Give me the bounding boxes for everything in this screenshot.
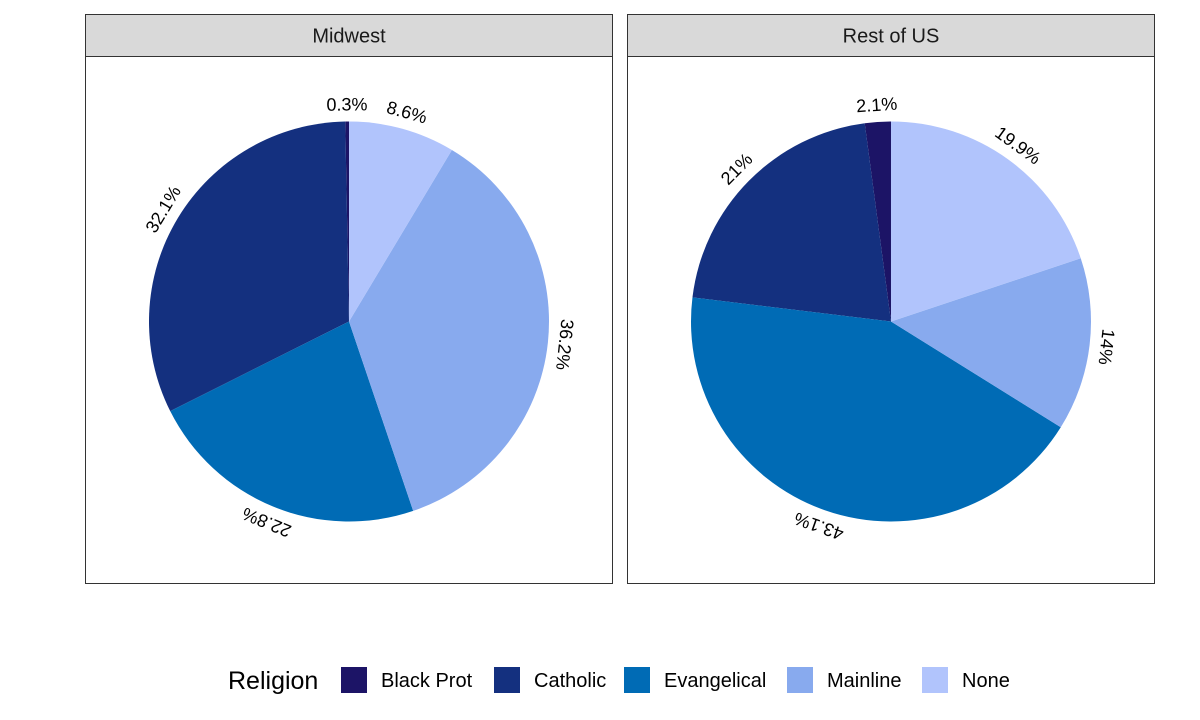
strip-rest-of-us [627, 14, 1155, 57]
legend-key-black-prot [341, 667, 367, 693]
panel-rest-of-us: Rest of US2.1%21%43.1%14%19.9% [627, 14, 1155, 584]
legend-key-none [922, 667, 948, 693]
legend-item-mainline: Mainline [787, 667, 901, 693]
slice-rest-of-us-evangelical [691, 297, 1061, 522]
legend-label-catholic: Catholic [534, 670, 606, 692]
slice-rest-of-us-black-prot [864, 121, 891, 322]
strip-label-midwest: Midwest [312, 26, 386, 48]
slice-label-rest-of-us-mainline: 14% [1094, 328, 1118, 366]
slice-rest-of-us-catholic [692, 123, 891, 322]
slice-rest-of-us-mainline [891, 258, 1091, 428]
legend-label-evangelical: Evangelical [664, 670, 766, 692]
legend-title: Religion [228, 667, 318, 695]
strip-midwest [85, 14, 613, 57]
legend-key-catholic [494, 667, 520, 693]
legend-item-black-prot: Black Prot [341, 667, 473, 693]
slice-midwest-black-prot [345, 121, 349, 322]
strip-label-rest-of-us: Rest of US [843, 26, 940, 48]
legend-key-evangelical [624, 667, 650, 693]
slice-label-midwest-black-prot: 0.3% [326, 94, 367, 114]
legend: Religion Black Prot Catholic Evangelical Mai… [228, 667, 1010, 695]
legend-item-catholic: Catholic [494, 667, 606, 693]
slice-midwest-mainline [349, 149, 550, 511]
legend-label-black-prot: Black Prot [381, 670, 473, 692]
slice-label-rest-of-us-black-prot: 2.1% [856, 94, 898, 117]
legend-label-mainline: Mainline [827, 670, 901, 692]
slice-midwest-evangelical [170, 321, 414, 522]
slice-midwest-catholic [148, 121, 349, 412]
slice-rest-of-us-none [891, 121, 1081, 322]
legend-item-none: None [922, 667, 1010, 693]
legend-item-evangelical: Evangelical [624, 667, 766, 693]
legend-label-none: None [962, 670, 1010, 692]
legend-key-mainline [787, 667, 813, 693]
slice-midwest-none [349, 121, 452, 322]
